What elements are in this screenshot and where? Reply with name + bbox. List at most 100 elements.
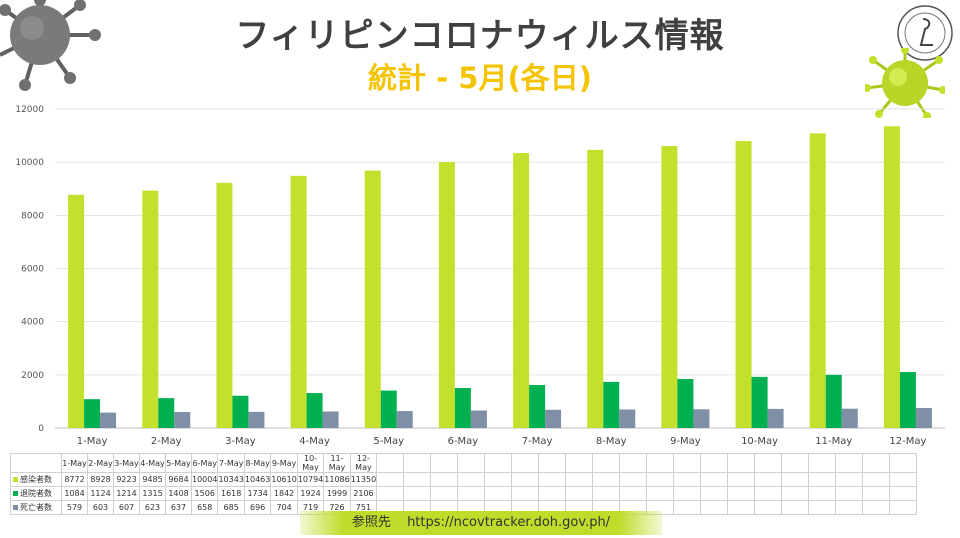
table-empty-cell — [430, 472, 459, 487]
table-empty-cell — [754, 453, 783, 473]
bar-deaths — [470, 410, 487, 428]
legend-label: 死亡者数 — [20, 503, 52, 512]
bar-deaths — [396, 411, 413, 428]
bar-infected — [513, 153, 530, 428]
table-value-cell: 637 — [165, 500, 192, 515]
table-empty-cell — [781, 472, 810, 487]
table-header-cell: 9-May — [270, 453, 298, 473]
bar-deaths — [248, 411, 265, 428]
source-banner: 参照先 https://ncovtracker.doh.gov.ph/ — [300, 511, 662, 535]
table-value-cell: 696 — [243, 500, 272, 515]
table-empty-cell — [430, 453, 459, 473]
table-empty-cell — [700, 500, 729, 515]
table-empty-cell — [403, 486, 432, 501]
table-empty-cell — [376, 472, 405, 487]
bar-recovered — [158, 398, 175, 428]
table-empty-cell — [889, 453, 918, 473]
table-value-cell: 1315 — [139, 486, 166, 501]
bar-infected — [438, 162, 455, 428]
table-value-cell: 658 — [190, 500, 219, 515]
table-value-cell: 1734 — [243, 486, 272, 501]
y-tick-label: 2000 — [21, 371, 44, 381]
table-value-cell: 704 — [270, 500, 298, 515]
bar-infected — [883, 126, 900, 428]
page-title: フィリピンコロナウィルス情報 — [235, 16, 725, 56]
table-empty-cell — [457, 472, 486, 487]
table-empty-cell — [673, 472, 702, 487]
x-tick-label: 4-May — [299, 436, 330, 447]
bar-deaths — [100, 412, 117, 428]
table-series-label: 退院者数 — [10, 486, 62, 501]
table-empty-cell — [646, 472, 675, 487]
table-empty-cell — [430, 486, 459, 501]
table-empty-cell — [619, 486, 648, 501]
x-tick-label: 11-May — [815, 436, 852, 447]
table-empty-cell — [403, 472, 432, 487]
bar-recovered — [380, 390, 397, 428]
x-tick-label: 5-May — [373, 436, 404, 447]
table-empty-cell — [835, 453, 864, 473]
table-empty-cell — [619, 472, 648, 487]
logo-emblem — [897, 5, 953, 61]
table-empty-cell — [511, 472, 540, 487]
bar-deaths — [174, 411, 191, 428]
table-header-cell: 2-May — [87, 453, 114, 473]
bar-recovered — [306, 393, 323, 428]
table-header-cell: 7-May — [217, 453, 245, 473]
table-empty-cell — [673, 500, 702, 515]
x-tick-label: 12-May — [889, 436, 926, 447]
bar-recovered — [751, 376, 768, 428]
bar-deaths — [915, 408, 932, 428]
table-empty-cell — [565, 453, 594, 473]
y-tick-label: 10000 — [15, 158, 44, 168]
bar-infected — [735, 141, 752, 428]
y-tick-label: 6000 — [21, 265, 44, 275]
table-value-cell: 2106 — [349, 486, 378, 501]
y-tick-label: 12000 — [15, 105, 44, 115]
source-link[interactable]: https://ncovtracker.doh.gov.ph/ — [407, 515, 611, 530]
table-empty-cell — [592, 453, 621, 473]
table-empty-cell — [889, 486, 918, 501]
table-series-label: 感染者数 — [10, 472, 62, 487]
table-value-cell: 1842 — [270, 486, 298, 501]
table-empty-cell — [673, 453, 702, 473]
table-empty-cell — [754, 486, 783, 501]
table-empty-cell — [538, 472, 567, 487]
data-table: 1-May 2-May 3-May 4-May 5-May 6-May 7-May 8-May… — [10, 453, 918, 515]
table-value-cell: 1924 — [296, 486, 325, 501]
table-empty-cell — [700, 453, 729, 473]
y-tick-label: 4000 — [21, 318, 44, 328]
table-empty-cell — [511, 486, 540, 501]
table-empty-cell — [781, 486, 810, 501]
table-empty-cell — [376, 486, 405, 501]
table-empty-cell — [862, 486, 891, 501]
table-value-cell: 1084 — [61, 486, 88, 501]
table-empty-cell — [835, 472, 864, 487]
table-row: 退院者数 1084 1124 1214 1315 1408 1506 1618 1734 1842… — [10, 486, 918, 501]
x-tick-label: 1-May — [77, 436, 108, 447]
bar-deaths — [693, 409, 710, 428]
table-value-cell: 1506 — [190, 486, 219, 501]
table-empty-cell — [835, 500, 864, 515]
bar-deaths — [545, 409, 562, 428]
table-value-cell: 10794 — [296, 472, 325, 487]
table-header-cell: 3-May — [113, 453, 140, 473]
table-empty-cell — [484, 472, 513, 487]
bar-infected — [587, 149, 604, 428]
x-tick-label: 3-May — [225, 436, 256, 447]
table-empty-cell — [808, 453, 837, 473]
table-empty-cell — [538, 453, 567, 473]
table-empty-cell — [754, 500, 783, 515]
table-empty-cell — [727, 500, 756, 515]
table-empty-cell — [862, 472, 891, 487]
y-tick-label: 8000 — [21, 211, 44, 221]
x-tick-label: 10-May — [741, 436, 778, 447]
table-empty-cell — [781, 453, 810, 473]
bar-infected — [290, 175, 307, 428]
table-value-cell: 1214 — [113, 486, 140, 501]
table-value-cell: 685 — [217, 500, 245, 515]
bar-chart: 0 2000 4000 6000 8000 10000 12000 1-May 2-May 3-M… — [15, 105, 945, 447]
legend-label: 感染者数 — [20, 475, 52, 484]
legend-label: 退院者数 — [20, 489, 52, 498]
bar-infected — [809, 133, 826, 428]
